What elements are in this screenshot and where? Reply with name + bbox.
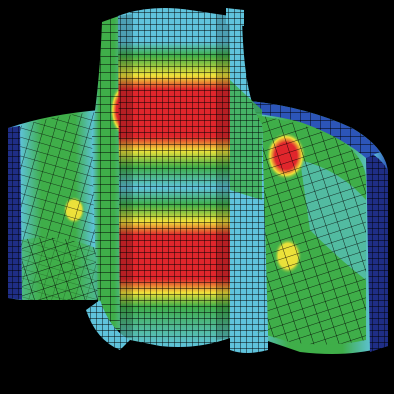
base-fillet [86,300,268,353]
bore-cylinder [118,8,230,347]
right-flange [236,100,388,354]
left-flange [8,110,104,300]
hub-cut-wall [226,8,268,338]
